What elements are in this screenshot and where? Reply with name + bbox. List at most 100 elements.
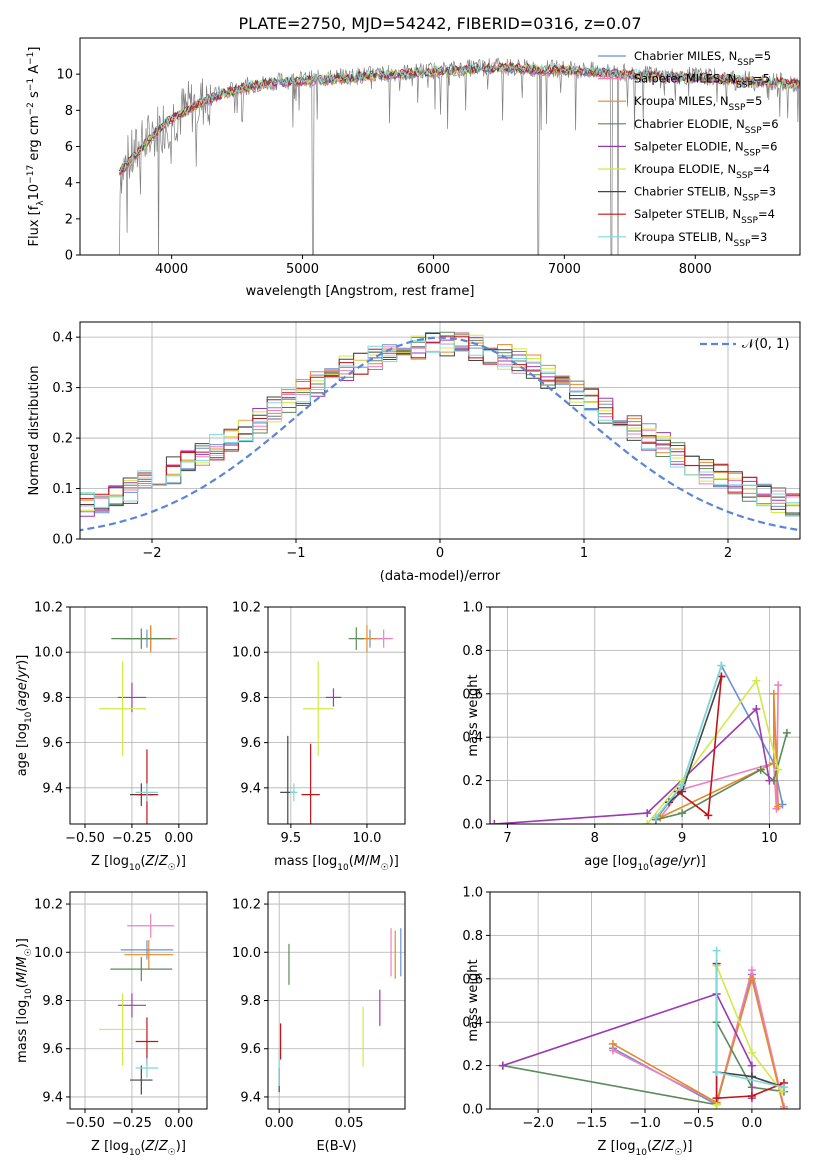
weight-marker — [782, 728, 791, 737]
x-axis-label: Z [log10(Z/Z☉)] — [598, 1139, 693, 1158]
y-tick-label: 9.6 — [240, 736, 261, 751]
weight-marker — [769, 689, 778, 698]
age_vs_Z-panel: −0.50 −0.25 0.00 9.4 9.6 9.8 10.0 10.2 age [log1… — [15, 601, 208, 873]
weight-marker — [490, 820, 499, 824]
weight_vs_Z-panel: −2.0 −1.5 −1.0 −0.5 0.0 0.0 0.2 0.4 0.6 0.8 1.0 mas… — [462, 886, 801, 1158]
age_vs_mass-panel: 9.5 10.0 9.4 9.6 9.8 10.0 10.2 mass [log10(M/M☉… — [232, 601, 406, 873]
weight-marker — [678, 809, 687, 818]
y-tick-label: 0.0 — [52, 533, 73, 548]
y-tick-label: 1.0 — [462, 886, 483, 901]
residuals-panel: −2 −1 0 1 2 0.0 0.1 0.2 0.3 0.4 (data-model)/error… — [27, 321, 801, 584]
y-axis-label: Flux [fλ10−17 erg cm−2 s−1 A−1] — [26, 47, 46, 247]
weight_vs_Z-plot-area — [498, 946, 788, 1109]
weight-marker — [774, 802, 783, 811]
legend-entry: Salpeter STELIB, NSSP=4 — [634, 207, 775, 226]
y-tick-label: 9.4 — [240, 781, 261, 796]
weight-salpeter-elodie-line — [502, 993, 753, 1099]
axes-frame — [69, 606, 208, 825]
y-tick-label: 10.2 — [232, 601, 261, 616]
y-tick-label: 4 — [65, 176, 73, 191]
y-axis-label: Normed distribution — [27, 366, 42, 496]
weight-marker — [765, 776, 774, 785]
legend-entry: Chabrier ELODIE, NSSP=6 — [634, 117, 779, 136]
x-tick-label: 2 — [724, 546, 732, 561]
y-tick-label: 9.4 — [240, 1090, 261, 1105]
legend-entry: Salpeter ELODIE, NSSP=6 — [634, 139, 777, 158]
y-tick-label: 0.0 — [462, 818, 483, 833]
x-tick-label: −0.25 — [112, 1116, 152, 1131]
x-tick-label: 0 — [436, 546, 444, 561]
y-tick-label: 9.6 — [42, 1042, 63, 1057]
y-tick-label: 10.0 — [34, 946, 63, 961]
y-tick-label: 1.0 — [462, 601, 483, 616]
x-axis-label: wavelength [Angstrom, rest frame] — [246, 284, 475, 299]
y-tick-label: 10.0 — [232, 946, 261, 961]
weight-kroupa-miles-line — [612, 975, 785, 1109]
weight-salpeter-elodie-line — [494, 707, 771, 824]
weight-marker — [717, 661, 726, 670]
mass_vs_Z-panel: −0.50 −0.25 0.00 9.4 9.6 9.8 10.0 10.2 mass [log… — [15, 891, 208, 1158]
figure-title: PLATE=2750, MJD=54242, FIBERID=0316, z=0… — [238, 14, 641, 33]
x-tick-label: 7 — [503, 831, 511, 846]
hist-salpeter-stelib-line — [80, 335, 800, 510]
weight-marker — [712, 946, 721, 955]
y-axis-label: mass weight — [466, 959, 481, 1041]
y-tick-label: 0.4 — [52, 331, 73, 346]
mass_vs_ebv-plot-area — [278, 928, 402, 1093]
weight-marker — [717, 672, 726, 681]
x-axis-label: Z [log10(Z/Z☉)] — [91, 1139, 186, 1158]
spectrum-plot-area — [118, 57, 800, 255]
weight-marker — [779, 1105, 788, 1109]
model-kroupa-elodie-line — [118, 62, 800, 172]
x-tick-label: 0.00 — [164, 831, 193, 846]
y-tick-label: 0 — [65, 249, 73, 264]
legend-entry: 𝒩(0, 1) — [742, 337, 789, 352]
x-tick-label: −0.50 — [65, 1116, 105, 1131]
y-tick-label: 10.2 — [232, 898, 261, 913]
x-axis-label: mass [log10(M/M☉)] — [274, 854, 399, 873]
x-tick-label: −0.50 — [65, 831, 105, 846]
y-tick-label: 10.0 — [232, 646, 261, 661]
age_vs_Z-plot-area — [99, 625, 177, 824]
y-tick-label: 0.3 — [52, 381, 73, 396]
weight-marker — [643, 809, 652, 818]
weight-marker — [756, 765, 765, 774]
y-tick-label: 0.8 — [462, 929, 483, 944]
x-tick-label: 4000 — [155, 262, 188, 277]
x-tick-label: 0.00 — [265, 1116, 294, 1131]
y-tick-label: 9.4 — [42, 1090, 63, 1105]
x-tick-label: −2.0 — [522, 1116, 554, 1131]
y-axis-label: age [log10(age/yr)] — [15, 655, 34, 777]
weight-chabrier-elodie-line — [502, 1021, 785, 1106]
y-tick-label: 0.6 — [462, 687, 483, 702]
y-tick-label: 9.8 — [42, 691, 63, 706]
axes-frame — [267, 606, 406, 825]
weight-marker — [752, 676, 761, 685]
y-tick-label: 0.2 — [462, 774, 483, 789]
y-tick-label: 9.4 — [42, 781, 63, 796]
x-axis-label: E(B-V) — [316, 1139, 356, 1154]
x-axis-label: Z [log10(Z/Z☉)] — [91, 854, 186, 873]
x-tick-label: −1.0 — [629, 1116, 661, 1131]
weight-marker — [747, 1072, 756, 1081]
x-axis-label: (data-model)/error — [380, 569, 501, 584]
legend-entry: Salpeter MILES, NSSP=5 — [634, 72, 770, 91]
x-tick-label: 0.00 — [164, 1116, 193, 1131]
x-tick-label: 0.0 — [742, 1116, 763, 1131]
y-tick-label: 0.6 — [462, 972, 483, 987]
weight-marker — [498, 1061, 507, 1070]
legend: Chabrier MILES, NSSP=5 Salpeter MILES, NS… — [598, 49, 779, 249]
normal-curve-line — [80, 336, 800, 532]
y-tick-label: 8 — [65, 104, 73, 119]
x-tick-label: 8 — [591, 831, 599, 846]
x-tick-label: −2 — [142, 546, 161, 561]
weight-marker — [747, 966, 756, 975]
weight-marker — [779, 1083, 788, 1092]
y-tick-label: 9.6 — [42, 736, 63, 751]
weight-marker — [752, 704, 761, 713]
y-tick-label: 10.2 — [34, 601, 63, 616]
age_vs_mass-plot-area — [280, 625, 393, 824]
x-tick-label: −0.5 — [683, 1116, 715, 1131]
weight-chabrier-elodie-line — [655, 732, 788, 821]
legend-entry: Chabrier MILES, NSSP=5 — [634, 49, 771, 68]
